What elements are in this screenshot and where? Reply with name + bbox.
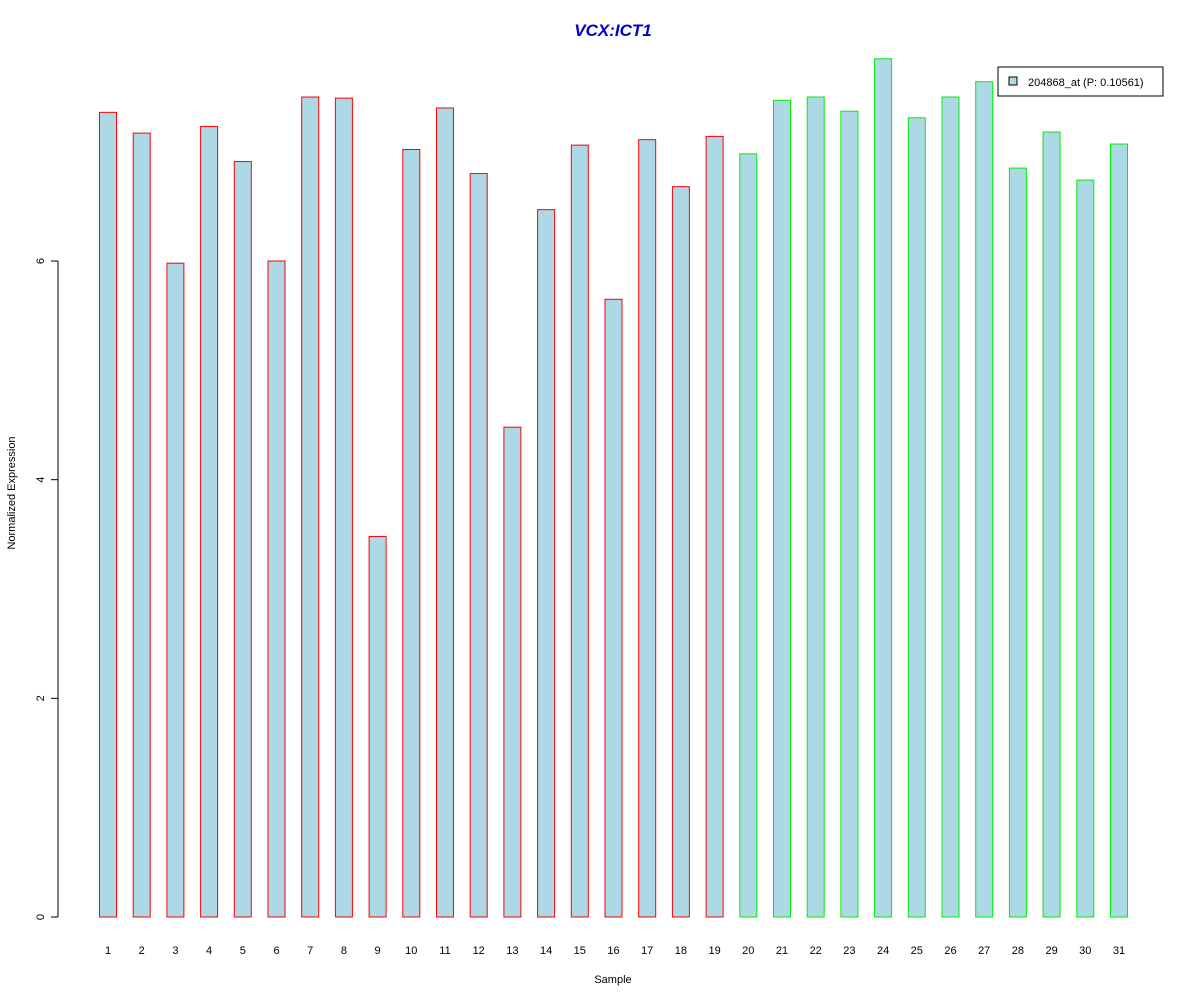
bar-sample-11 [436,107,454,918]
x-tick-label: 4 [206,945,212,957]
bar-sample-28 [1008,167,1027,918]
x-tick-label: 25 [911,945,923,957]
y-tick-label: 4 [35,477,47,483]
bar-sample-17 [638,139,657,918]
chart-title: VCX:ICT1 [574,21,651,40]
bar-sample-2 [132,132,151,918]
bar-sample-10 [402,149,421,918]
x-tick-label: 1 [105,945,111,957]
x-tick-label: 26 [944,945,956,957]
x-tick-label: 2 [139,945,145,957]
bar-sample-26 [941,96,960,918]
bar-sample-12 [469,173,488,918]
y-axis: 0 2 4 6 [35,258,59,920]
x-tick-label: 13 [506,945,518,957]
x-tick-labels: 1 2 3 4 5 6 7 8 9 10 11 12 13 14 15 16 17 18 19 20 21 22 23 24 2… [105,945,1125,957]
x-tick-label: 17 [641,945,653,957]
x-tick-label: 9 [375,945,381,957]
x-axis-label: Sample [594,974,631,986]
bar-sample-13 [503,426,522,918]
bar-sample-8 [334,97,353,918]
x-tick-label: 10 [405,945,417,957]
x-tick-label: 5 [240,945,246,957]
y-tick-label: 2 [35,695,47,701]
x-tick-label: 15 [574,945,586,957]
x-tick-label: 14 [540,945,552,957]
x-tick-label: 27 [978,945,990,957]
x-tick-label: 24 [877,945,889,957]
x-tick-label: 8 [341,945,347,957]
x-tick-label: 7 [307,945,313,957]
y-tick-label: 6 [35,258,47,264]
bar-sample-4 [200,126,219,918]
x-tick-label: 30 [1079,945,1091,957]
bar-sample-14 [537,209,556,918]
bar-sample-21 [773,99,791,918]
bar-sample-25 [907,117,926,918]
bar-sample-18 [671,186,690,918]
bar-sample-5 [233,161,252,918]
x-tick-label: 21 [776,945,788,957]
x-tick-label: 18 [675,945,687,957]
bar-sample-23 [840,110,859,918]
legend-label: 204868_at (P: 0.10561) [1028,77,1144,89]
x-tick-label: 31 [1113,945,1125,957]
bar-sample-6 [267,260,286,918]
bar-sample-31 [1110,143,1128,918]
bar-sample-27 [975,81,994,918]
bar-sample-20 [739,153,758,918]
bars-group [99,58,1128,918]
x-tick-label: 19 [708,945,720,957]
bar-sample-15 [570,144,589,918]
x-tick-label: 11 [439,945,450,957]
x-tick-label: 22 [810,945,822,957]
x-tick-label: 16 [607,945,619,957]
bar-sample-29 [1042,131,1061,918]
x-tick-label: 20 [742,945,754,957]
bar-sample-1 [99,111,117,918]
legend: 204868_at (P: 0.10561) [997,66,1164,97]
bar-sample-16 [604,298,623,918]
x-tick-label: 28 [1012,945,1024,957]
bar-sample-3 [166,262,185,918]
x-tick-label: 3 [172,945,178,957]
bar-sample-24 [874,58,893,918]
legend-swatch [1008,76,1018,86]
x-tick-label: 29 [1045,945,1057,957]
legend-box [997,66,1164,97]
x-tick-label: 12 [473,945,485,957]
bar-sample-30 [1076,179,1095,918]
bar-sample-9 [368,536,387,918]
y-tick-label: 0 [35,914,47,920]
x-tick-label: 23 [843,945,855,957]
x-tick-label: 6 [273,945,279,957]
y-axis-label: Normalized Expression [6,436,18,549]
bar-sample-19 [705,135,724,918]
bar-sample-22 [806,96,825,918]
bar-sample-7 [301,96,320,918]
